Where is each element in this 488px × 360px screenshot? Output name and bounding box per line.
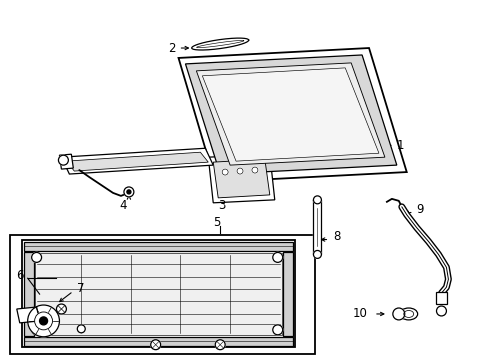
Circle shape (272, 252, 282, 262)
Polygon shape (24, 242, 292, 251)
Polygon shape (24, 337, 292, 346)
Circle shape (313, 196, 321, 204)
Circle shape (127, 190, 131, 194)
Text: 4: 4 (119, 199, 126, 212)
Circle shape (436, 306, 446, 316)
Circle shape (59, 155, 68, 165)
Circle shape (392, 308, 404, 320)
Polygon shape (213, 159, 269, 198)
Circle shape (313, 251, 321, 258)
Polygon shape (208, 154, 274, 203)
Text: 3: 3 (218, 199, 225, 212)
Text: 5: 5 (213, 216, 221, 229)
Circle shape (28, 305, 60, 337)
Polygon shape (60, 154, 73, 169)
Bar (10, 235, 315, 354)
Circle shape (32, 252, 41, 262)
Polygon shape (35, 253, 281, 335)
Circle shape (56, 304, 66, 314)
Ellipse shape (403, 310, 413, 318)
Circle shape (150, 340, 161, 350)
Polygon shape (196, 63, 384, 165)
Polygon shape (24, 252, 34, 336)
Ellipse shape (399, 308, 417, 320)
Text: 6: 6 (16, 269, 24, 282)
Polygon shape (17, 307, 40, 323)
Circle shape (251, 167, 257, 173)
Circle shape (123, 187, 134, 197)
Polygon shape (185, 55, 396, 174)
Circle shape (272, 325, 282, 335)
Text: 7: 7 (77, 282, 84, 294)
Circle shape (237, 168, 243, 174)
Circle shape (222, 169, 228, 175)
Polygon shape (61, 148, 213, 174)
Polygon shape (191, 38, 248, 50)
Circle shape (35, 312, 52, 330)
Bar (435, 292, 447, 304)
Circle shape (40, 317, 47, 325)
Text: 2: 2 (168, 41, 175, 54)
Polygon shape (178, 48, 406, 182)
Bar (313, 200, 321, 255)
Text: 9: 9 (416, 203, 423, 216)
Polygon shape (66, 152, 208, 171)
Polygon shape (202, 68, 378, 161)
Circle shape (32, 325, 41, 335)
Polygon shape (282, 252, 292, 336)
Polygon shape (21, 239, 294, 347)
Text: 1: 1 (396, 139, 404, 152)
Text: 8: 8 (333, 230, 340, 243)
Circle shape (215, 340, 224, 350)
Text: 10: 10 (351, 307, 366, 320)
Circle shape (77, 325, 85, 333)
